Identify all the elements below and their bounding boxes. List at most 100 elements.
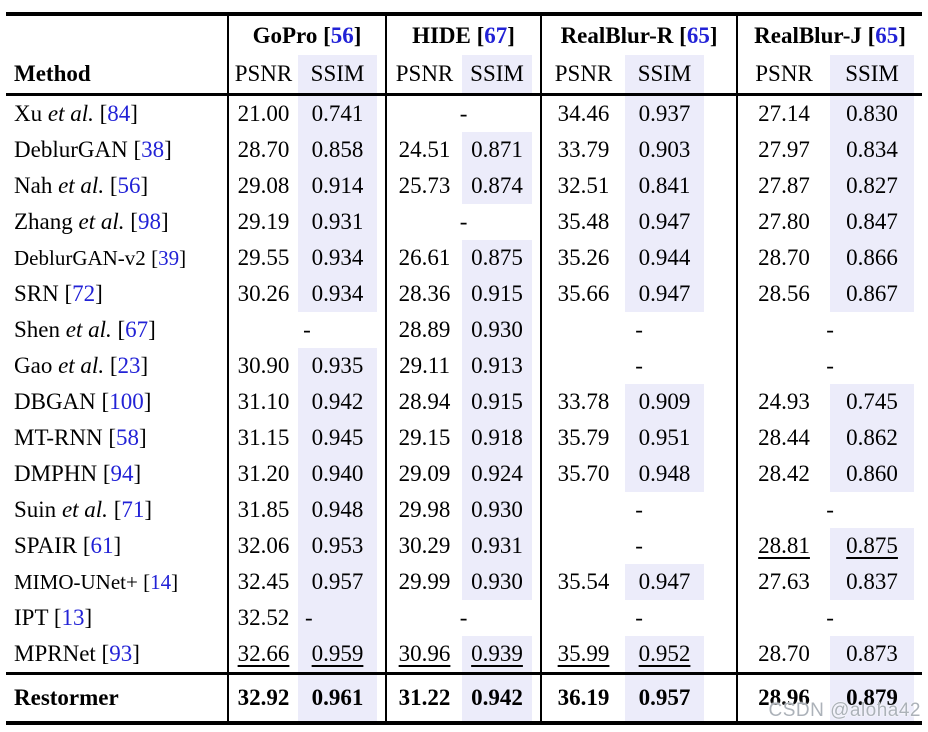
psnr-cell: 27.80 [736,204,831,240]
missing-value-cell: - [385,600,542,636]
citation-link[interactable]: 65 [686,22,710,48]
psnr-cell: 32.51 [540,168,626,204]
ssim-cell: 0.931 [298,204,386,240]
psnr-cell: 32.92 [227,672,298,723]
psnr-cell: 25.73 [385,168,463,204]
citation-link[interactable]: 58 [116,425,140,450]
psnr-cell: 32.06 [227,528,298,564]
citation-link[interactable]: 61 [90,533,114,558]
table-body: Xu et al. [84] 21.00 0.741-34.46 0.937 27.14… [6,94,923,723]
psnr-cell: 29.99 [385,564,463,600]
psnr-cell: 29.98 [385,492,463,528]
psnr-cell: 24.51 [385,132,463,168]
ssim-header: SSIM [625,55,738,96]
missing-value-cell: - [385,94,542,132]
missing-value-cell: - [736,348,923,384]
psnr-cell: 35.54 [540,564,626,600]
psnr-cell: 28.96 [736,672,831,723]
psnr-cell: 30.96 [385,636,463,674]
ssim-cell: 0.957 [298,564,386,600]
missing-value-cell: - [736,492,923,528]
ssim-cell: 0.847 [830,204,922,240]
citation-link[interactable]: 100 [109,389,144,414]
method-cell: DBGAN [100] [14,389,152,414]
ssim-cell: 0.942 [298,384,386,420]
missing-value-cell: - [540,348,738,384]
missing-value-cell: - [540,528,738,564]
second-best-value: 30.96 [398,641,451,666]
table-row: MPRNet [93] 32.66 0.959 30.96 0.939 35.99 0.95… [6,636,922,674]
table-row: DeblurGAN [38] 28.70 0.858 24.51 0.871 33.79 0… [6,132,922,168]
ssim-cell: 0.860 [830,456,922,492]
citation-link[interactable]: 65 [875,22,899,48]
method-cell: SRN [72] [14,281,103,306]
table-row: DBGAN [100] 31.10 0.942 28.94 0.915 33.78 0.90… [6,384,922,420]
psnr-cell: 32.66 [227,636,298,674]
ssim-cell: 0.940 [298,456,386,492]
ssim-cell: 0.948 [298,492,386,528]
second-best-value: 0.875 [846,533,898,558]
metric-header-row: Method PSNR SSIM PSNR SSIM PSNR SSIM PSNR SSIM [6,55,923,96]
citation-link[interactable]: 23 [117,353,141,378]
table-row: DMPHN [94] 31.20 0.940 29.09 0.924 35.70 0.948… [6,456,922,492]
psnr-cell: 29.15 [385,420,463,456]
citation-link[interactable]: 94 [110,461,134,486]
ssim-cell: 0.953 [298,528,386,564]
missing-value-cell: - [540,492,738,528]
citation-link[interactable]: 39 [158,245,180,270]
dataset-name: RealBlur-J [754,22,862,48]
citation-link[interactable]: 71 [121,497,145,522]
psnr-cell: 31.22 [385,672,463,723]
citation-link[interactable]: 67 [484,22,508,48]
ssim-cell: 0.930 [462,312,541,348]
citation-link[interactable]: 84 [107,101,131,126]
citation-link[interactable]: 93 [109,641,133,666]
ssim-cell: 0.914 [298,168,386,204]
psnr-cell: 36.19 [540,672,626,723]
psnr-cell: 29.09 [385,456,463,492]
ssim-header: SSIM [830,55,923,96]
ssim-cell: 0.913 [462,348,541,384]
ssim-cell: 0.961 [298,672,387,723]
missing-value-cell: - [736,312,923,348]
citation-link[interactable]: 38 [141,137,165,162]
citation-link[interactable]: 56 [117,173,141,198]
method-header: Method [6,55,228,96]
second-best-value: 28.81 [758,533,810,558]
ssim-cell: 0.935 [298,348,386,384]
ssim-cell: 0.959 [298,636,386,674]
psnr-cell: 31.15 [227,420,298,456]
table-row: SRN [72] 30.26 0.934 28.36 0.915 35.66 0.947 28… [6,276,922,312]
psnr-cell: 24.93 [736,384,831,420]
ssim-cell: 0.939 [462,636,541,674]
ssim-cell: 0.841 [625,168,737,204]
psnr-cell: 31.20 [227,456,298,492]
results-table: GoPro [56] HIDE [67] RealBlur-R [65] RealBl… [6,12,923,725]
citation-link[interactable]: 13 [61,605,85,630]
psnr-cell: 33.78 [540,384,626,420]
ssim-cell: 0.741 [298,94,386,132]
second-best-value: 0.939 [471,641,523,666]
psnr-cell: 27.97 [736,132,831,168]
citation-link[interactable]: 72 [72,281,96,306]
citation-link[interactable]: 67 [125,317,149,342]
ssim-cell: 0.866 [830,240,922,276]
table-row: Suin et al. [71] 31.85 0.948 29.98 0.930- - [6,492,923,528]
method-cell: MPRNet [93] [14,641,140,666]
psnr-cell: 29.11 [385,348,463,384]
ssim-cell: 0.944 [625,240,737,276]
ssim-cell: 0.947 [625,564,737,600]
psnr-cell: 35.66 [540,276,626,312]
ssim-header: SSIM [462,55,542,96]
method-cell: Zhang et al. [98] [14,209,169,234]
citation-link[interactable]: 98 [137,209,161,234]
ssim-cell: 0.934 [298,276,386,312]
dataset-header-gopro: GoPro [56] [226,14,387,55]
table-row: Nah et al. [56] 29.08 0.914 25.73 0.874 32.51… [6,168,922,204]
ssim-cell: 0.875 [830,528,922,564]
ssim-cell: - [298,600,386,636]
citation-link[interactable]: 56 [330,22,354,48]
citation-link[interactable]: 14 [150,569,172,594]
ssim-cell: 0.930 [462,492,541,528]
